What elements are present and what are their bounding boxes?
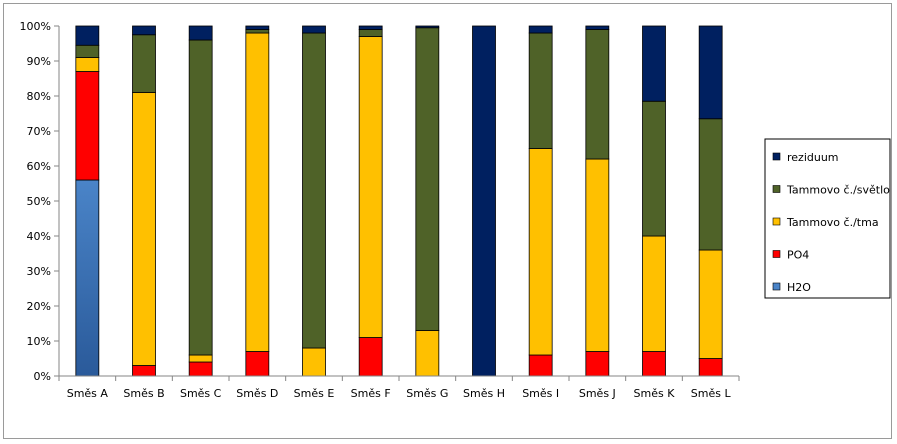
bar-segment-tammovo-sv-tlo-12 <box>698 118 723 251</box>
y-tick-label: 100% <box>20 20 51 33</box>
x-tick-label: Směs F <box>351 387 391 400</box>
bar-segment-tammovo-tma-6 <box>358 36 383 338</box>
legend-label: reziduum <box>787 151 839 164</box>
bar-segment-tammovo-sv-tlo-4 <box>245 29 270 34</box>
y-axis: 0% 10% 20% 30% 40% 50% 60% 70% 80% 90% 100% <box>20 20 60 383</box>
bar-segment-tammovo-tma-5 <box>302 347 326 377</box>
y-tick-label: 90% <box>27 55 51 68</box>
legend-label: PO4 <box>787 249 809 262</box>
chart-svg: 0% 10% 20% 30% 40% 50% 60% 70% 80% 90% 100% Směs A… <box>20 20 891 400</box>
bar-segment-reziduum-11 <box>642 25 666 102</box>
bar-segment-tammovo-tma-7 <box>415 330 440 377</box>
bar-segment-tammovo-sv-tlo-9 <box>528 32 553 149</box>
bar-segment-po4-1 <box>75 71 100 181</box>
y-tick-label: 0% <box>34 370 51 383</box>
y-tick-label: 10% <box>27 335 51 348</box>
y-tick-label: 60% <box>27 160 51 173</box>
x-axis: Směs A Směs B Směs C Směs D Směs E Směs F Směs… <box>58 375 740 400</box>
bar-segment-po4-12 <box>698 358 723 377</box>
x-tick-label: Směs H <box>463 387 505 400</box>
bar-segment-tammovo-sv-tlo-5 <box>302 32 326 349</box>
y-tick-label: 20% <box>27 300 51 313</box>
bar-segment-tammovo-sv-tlo-1 <box>75 44 100 58</box>
bar-segment-reziduum-4 <box>245 25 270 30</box>
legend-label: Tammovo č./tma <box>786 216 879 229</box>
bar-segment-tammovo-sv-tlo-7 <box>415 27 440 331</box>
bar-segment-tammovo-tma-4 <box>245 32 270 352</box>
bar-segment-po4-11 <box>642 351 666 377</box>
y-tick-label: 50% <box>27 195 51 208</box>
bar-segment-tammovo-tma-12 <box>698 249 723 359</box>
bar-segment-po4-2 <box>132 365 156 377</box>
bars <box>75 25 723 377</box>
x-tick-label: Směs I <box>522 387 559 400</box>
bar-segment-po4-9 <box>528 354 553 377</box>
bar-segment-po4-10 <box>585 351 610 377</box>
bar-segment-reziduum-5 <box>302 25 326 34</box>
bar-segment-tammovo-tma-2 <box>132 92 156 366</box>
bar-segment-tammovo-tma-1 <box>75 57 100 72</box>
legend-swatch <box>772 152 781 161</box>
bar-segment-reziduum-10 <box>585 25 610 30</box>
legend-swatch <box>772 217 781 226</box>
bar-segment-reziduum-3 <box>188 25 213 41</box>
bar-segment-po4-6 <box>358 337 383 377</box>
bar-segment-h2o-1 <box>75 179 100 377</box>
legend-swatch <box>772 250 781 258</box>
legend-box <box>764 138 891 299</box>
bar-segment-reziduum-12 <box>698 25 723 120</box>
x-tick-label: Směs C <box>180 387 222 400</box>
x-tick-label: Směs J <box>579 387 616 400</box>
bar-segment-tammovo-tma-11 <box>642 235 666 352</box>
bar-segment-tammovo-sv-tlo-6 <box>358 29 383 37</box>
legend-swatch <box>772 282 781 291</box>
legend-swatch <box>772 185 781 193</box>
y-tick-label: 80% <box>27 90 51 103</box>
x-tick-label: Směs L <box>691 387 732 400</box>
x-tick-label: Směs D <box>236 387 278 400</box>
bar-segment-tammovo-tma-10 <box>585 158 610 352</box>
bar-segment-tammovo-tma-3 <box>188 354 213 363</box>
bar-segment-tammovo-sv-tlo-3 <box>188 39 213 356</box>
y-tick-label: 30% <box>27 265 51 278</box>
bar-segment-po4-3 <box>188 361 213 377</box>
legend: reziduum Tammovo č./světlo Tammovo č./tma P… <box>764 138 891 299</box>
x-tick-label: Směs E <box>294 387 335 400</box>
bar-segment-reziduum-2 <box>132 25 156 36</box>
bar-segment-reziduum-7 <box>415 25 440 29</box>
bar-segment-reziduum-6 <box>358 25 383 30</box>
bar-segment-tammovo-sv-tlo-2 <box>132 34 156 93</box>
x-tick-label: Směs B <box>123 387 164 400</box>
bar-segment-reziduum-9 <box>528 25 553 34</box>
legend-label: H2O <box>787 281 811 294</box>
bar-segment-tammovo-sv-tlo-10 <box>585 29 610 160</box>
bar-segment-reziduum-8 <box>472 25 496 377</box>
bar-segment-reziduum-1 <box>75 25 100 46</box>
x-tick-label: Směs A <box>67 387 109 400</box>
bar-segment-po4-4 <box>245 351 270 377</box>
chart-frame: 0% 10% 20% 30% 40% 50% 60% 70% 80% 90% 100% Směs A… <box>3 3 892 439</box>
x-tick-label: Směs G <box>406 387 448 400</box>
y-tick-label: 70% <box>27 125 51 138</box>
legend-label: Tammovo č./světlo <box>786 184 890 197</box>
bar-segment-tammovo-tma-9 <box>528 148 553 356</box>
y-tick-label: 40% <box>27 230 51 243</box>
bar-segment-tammovo-sv-tlo-11 <box>642 100 666 237</box>
x-tick-label: Směs K <box>634 387 676 400</box>
